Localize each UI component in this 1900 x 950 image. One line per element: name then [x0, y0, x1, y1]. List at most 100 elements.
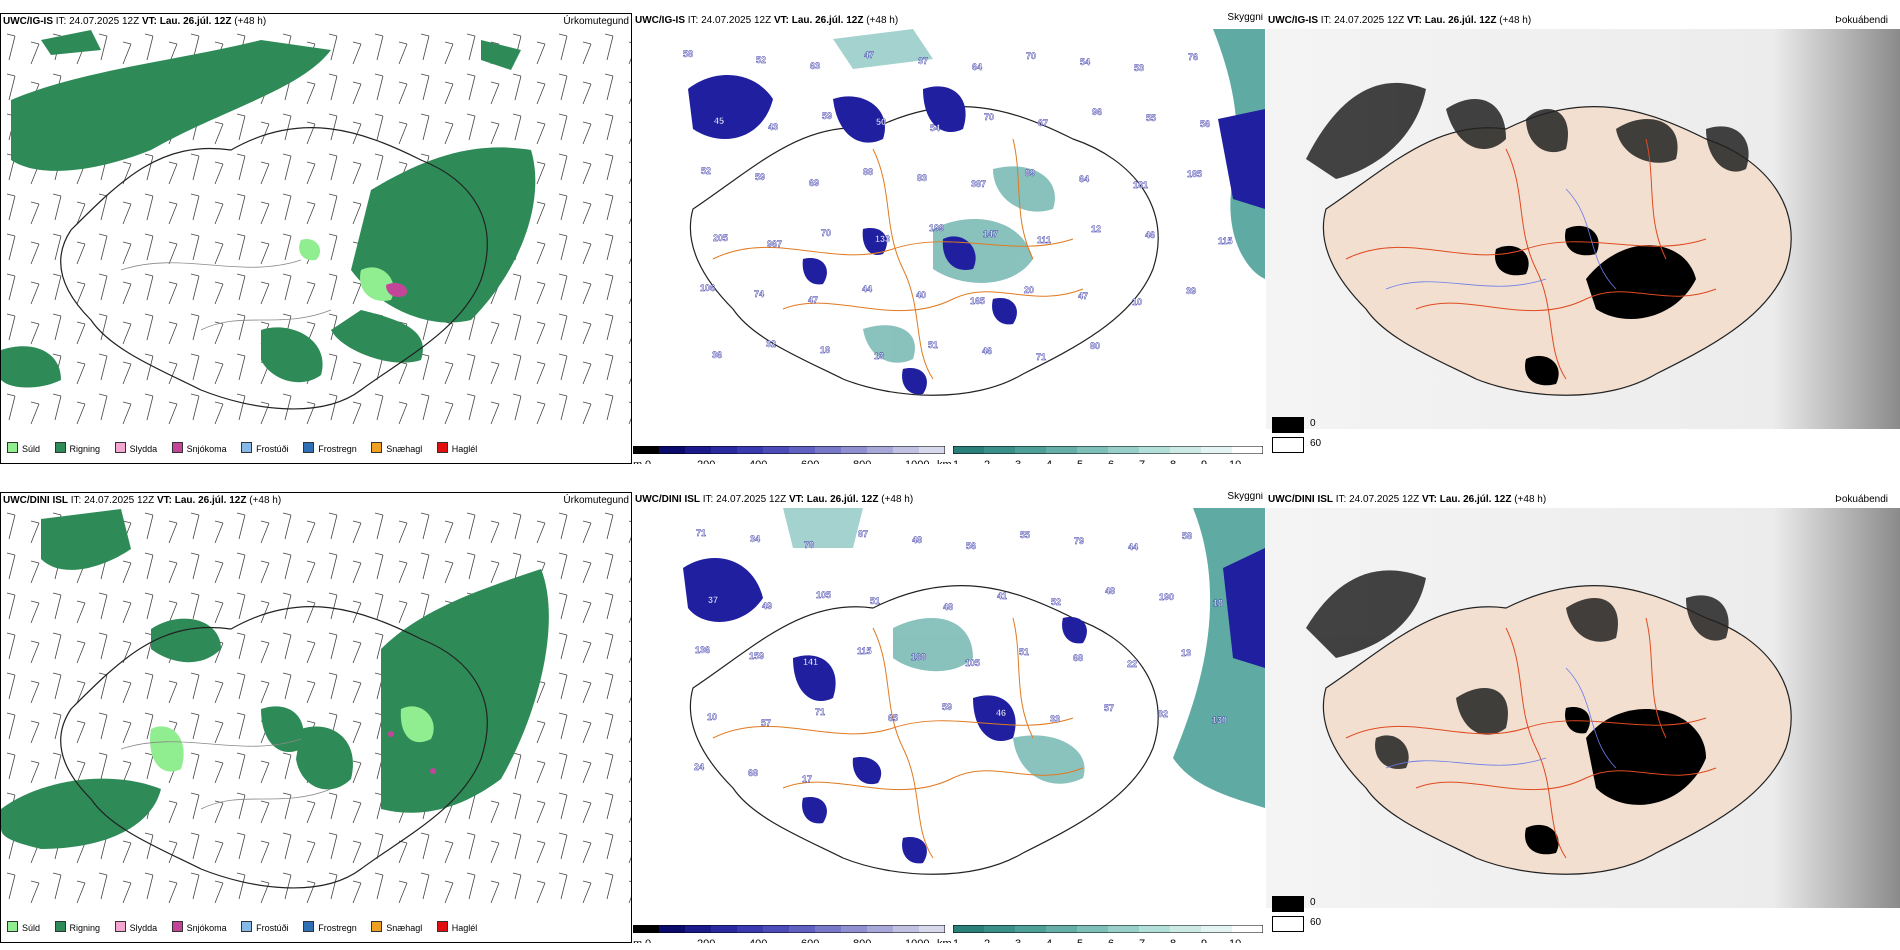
- visibility-value-label: 205: [713, 233, 728, 243]
- fog-map: [1266, 508, 1900, 908]
- lead-time: (+48 h): [234, 16, 267, 27]
- legend-item: Rigning: [54, 442, 100, 454]
- visibility-value-label: 59: [942, 702, 952, 712]
- lead-time: (+48 h): [866, 15, 899, 26]
- visibility-value-label: 51: [928, 340, 938, 350]
- visibility-value-label: 52: [756, 55, 766, 65]
- visibility-value-label: 64: [972, 62, 982, 72]
- visibility-value-label: 44: [1128, 542, 1138, 552]
- visibility-value-label: 44: [862, 284, 872, 294]
- legend-item: Súld: [7, 442, 40, 454]
- fog-legend-swatch: [1272, 896, 1304, 912]
- lead-time: (+48 h): [249, 495, 282, 506]
- init-time: IT: 24.07.2025 12Z: [55, 16, 140, 27]
- visibility-value-label: 165: [970, 296, 985, 306]
- visibility-value-label: 40: [916, 290, 926, 300]
- ceiling-colorbar: m 0 200 400 600 800 1000: [633, 441, 946, 464]
- cbar-tick: 3: [1015, 459, 1021, 464]
- fog-legend: 0 60: [1266, 413, 1326, 457]
- cbar-tick: 1: [953, 459, 959, 464]
- visibility-value-label: 37: [918, 56, 928, 66]
- visibility-value-label: 70: [1026, 51, 1036, 61]
- visibility-value-label: 190: [1159, 592, 1174, 602]
- visibility-value-label: 13: [1181, 648, 1191, 658]
- init-time: IT: 24.07.2025 12Z: [687, 15, 772, 26]
- visibility-value-label: 50: [876, 117, 886, 127]
- cbar-tick: 6: [1108, 938, 1114, 943]
- visibility-value-label: 51: [1019, 647, 1029, 657]
- cbar-tick: 9: [1201, 938, 1207, 943]
- cbar-tick: 0: [645, 459, 651, 464]
- visibility-map: 71 34 78 87 48 56 55 79 44 58 37 49 105 51 48 41 52 48 190…: [683, 508, 1265, 875]
- fog-legend-label: 60: [1310, 438, 1322, 449]
- cbar-tick: 7: [1139, 459, 1145, 464]
- visibility-value-label: 47: [808, 295, 818, 305]
- product-name: Skyggni: [1227, 13, 1263, 23]
- visibility-value-label: 74: [754, 289, 764, 299]
- cbar-tick: 400: [749, 459, 767, 464]
- cbar-unit: m: [633, 938, 642, 943]
- visibility-value-label: 41: [997, 591, 1007, 601]
- model-name: UWC/IG-IS: [635, 15, 685, 26]
- fog-legend-swatch: [1272, 437, 1304, 453]
- visibility-value-label: 48: [912, 535, 922, 545]
- visibility-value-label: 115: [1218, 236, 1233, 246]
- legend-item: Rigning: [54, 921, 100, 933]
- cbar-tick: 5: [1077, 938, 1083, 943]
- visibility-value-label: 79: [1074, 536, 1084, 546]
- panel-header: UWC/DINI ISL IT: 24.07.2025 12Z VT: Lau.…: [633, 492, 1265, 508]
- visibility-value-label: 78: [804, 540, 814, 550]
- visibility-value-label: 37: [708, 595, 718, 605]
- visibility-value-label: 55: [1020, 530, 1030, 540]
- valid-time: VT: Lau. 26.júl. 12Z: [156, 495, 247, 506]
- visibility-value-label: 46: [1145, 230, 1155, 240]
- visibility-value-label: 24: [694, 762, 704, 772]
- visibility-value-label: 54: [1080, 57, 1090, 67]
- visibility-value-label: 70: [821, 228, 831, 238]
- model-name: UWC/DINI ISL: [1268, 494, 1333, 505]
- visibility-value-label: 168: [911, 652, 926, 662]
- lead-time: (+48 h): [881, 494, 914, 505]
- legend-item: Slydda: [114, 921, 157, 933]
- cbar-unit: m: [633, 459, 642, 464]
- cbar-tick: 1000: [905, 459, 929, 464]
- cbar-tick: 600: [801, 459, 819, 464]
- precip-panel-bottom: UWC/DINI ISL IT: 24.07.2025 12Z VT: Lau.…: [0, 492, 632, 943]
- visibility-value-label: 22: [1127, 659, 1137, 669]
- product-name: Þokuábendi: [1835, 494, 1888, 505]
- legend-item: Slydda: [114, 442, 157, 454]
- visibility-value-label: 57: [1104, 703, 1114, 713]
- visibility-value-label: 67: [1038, 118, 1048, 128]
- visibility-value-label: 48: [1105, 586, 1115, 596]
- product-name: Úrkomutegund: [563, 16, 629, 27]
- visibility-value-label: 33: [1050, 714, 1060, 724]
- visibility-value-label: 181: [1133, 180, 1148, 190]
- visibility-value-label: 10: [1132, 297, 1142, 307]
- cbar-tick: 4: [1046, 938, 1052, 943]
- fog-map: [1266, 29, 1900, 429]
- fog-legend-label: 0: [1310, 897, 1316, 908]
- visibility-value-label: 111: [1037, 235, 1051, 245]
- visibility-value-label: 70: [984, 112, 994, 122]
- visibility-value-label: 96: [1092, 107, 1102, 117]
- visibility-value-label: 71: [1036, 352, 1046, 362]
- visibility-value-label: 13: [874, 351, 884, 361]
- visibility-value-label: 88: [863, 167, 873, 177]
- ceiling-colorbar-swatches: [633, 924, 946, 934]
- cbar-tick: 8: [1170, 938, 1176, 943]
- product-name: Skyggni: [1227, 492, 1263, 502]
- legend-item: Snæhagl: [371, 442, 422, 454]
- legend-item: Frostúði: [241, 921, 289, 933]
- visibility-value-label: 64: [1079, 174, 1089, 184]
- visibility-value-label: 967: [767, 239, 782, 249]
- visibility-value-label: 45: [714, 116, 724, 126]
- visibility-value-label: 17: [802, 774, 812, 784]
- panel-header: UWC/IG-IS IT: 24.07.2025 12Z VT: Lau. 26…: [1, 14, 631, 30]
- visibility-value-label: 43: [768, 122, 778, 132]
- visibility-value-label: 49: [762, 601, 772, 611]
- visibility-value-label: 136: [695, 645, 710, 655]
- cbar-tick: 800: [853, 938, 871, 943]
- visibility-value-label: 105: [965, 658, 980, 668]
- precip-legend: Súld Rigning Slydda Snjókoma Frostúði Fr…: [7, 442, 489, 454]
- visibility-colorbar-swatches: [952, 924, 1264, 934]
